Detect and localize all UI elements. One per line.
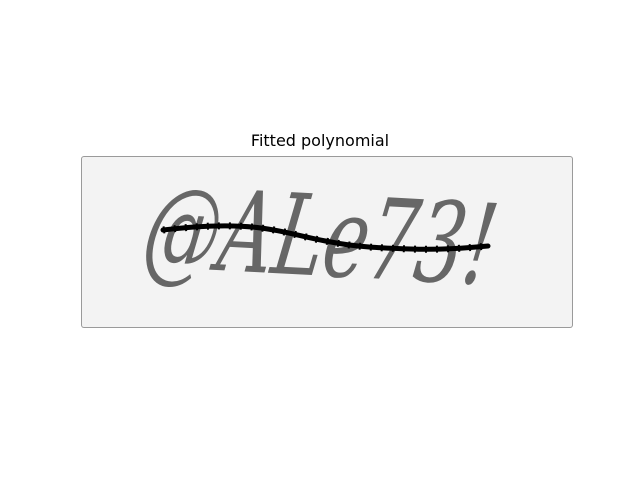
- captcha-image: @ALe73!: [81, 156, 573, 328]
- captcha-canvas: @ALe73!: [135, 164, 505, 311]
- plot-title: Fitted polynomial: [250, 131, 390, 150]
- fitted-polynomial-curve: [160, 223, 491, 252]
